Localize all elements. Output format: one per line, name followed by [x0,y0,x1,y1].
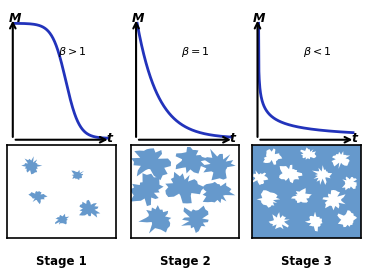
Text: M: M [253,12,266,25]
Text: Stage 1: Stage 1 [36,255,87,268]
Polygon shape [71,170,84,180]
Polygon shape [203,182,235,203]
Text: Stage 3: Stage 3 [281,255,332,268]
Polygon shape [200,149,236,180]
Polygon shape [79,200,100,218]
Polygon shape [55,214,69,225]
Polygon shape [21,156,42,174]
Polygon shape [322,190,346,210]
Polygon shape [279,165,302,183]
Polygon shape [300,147,316,160]
Polygon shape [257,190,280,208]
Polygon shape [332,151,350,169]
Text: t: t [230,132,236,145]
Polygon shape [312,165,332,185]
Text: $\beta = 1$: $\beta = 1$ [181,45,210,59]
Polygon shape [342,176,357,190]
Text: M: M [132,12,144,25]
Polygon shape [269,212,290,229]
Polygon shape [305,212,322,232]
Polygon shape [176,147,210,174]
Text: $\beta > 1$: $\beta > 1$ [58,45,87,59]
Polygon shape [28,191,47,204]
Polygon shape [138,205,171,233]
Polygon shape [181,206,209,233]
Polygon shape [337,210,357,227]
Polygon shape [129,173,164,206]
Text: t: t [107,132,113,145]
Polygon shape [165,172,205,204]
Polygon shape [253,170,268,185]
Text: $\beta < 1$: $\beta < 1$ [303,45,332,59]
Text: t: t [351,132,357,145]
Polygon shape [291,188,312,203]
Polygon shape [131,148,171,180]
Polygon shape [263,148,282,165]
Text: M: M [8,12,21,25]
Text: Stage 2: Stage 2 [160,255,210,268]
